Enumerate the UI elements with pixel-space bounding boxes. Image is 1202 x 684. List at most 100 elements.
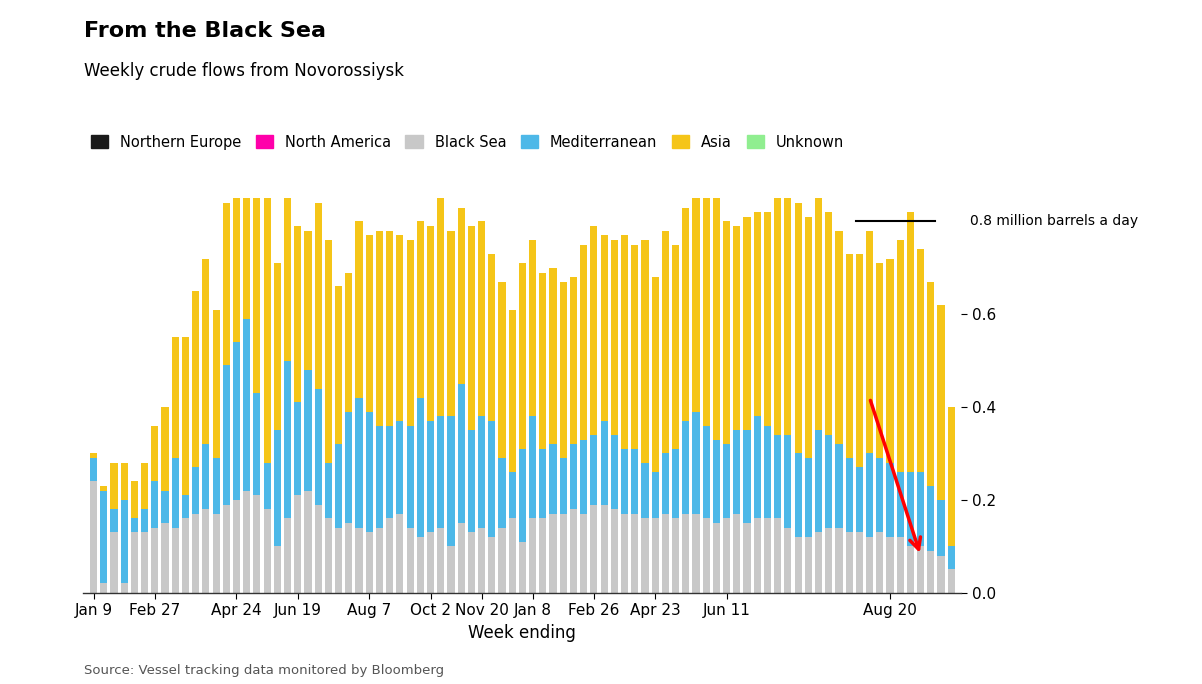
Bar (365, 412, 373, 532)
Bar (713, 523, 720, 592)
Bar (642, 240, 649, 463)
Bar (764, 425, 770, 518)
Bar (274, 263, 281, 430)
Bar (172, 337, 179, 458)
Bar (703, 425, 709, 518)
Bar (886, 537, 893, 592)
Bar (529, 518, 536, 592)
Bar (213, 310, 220, 458)
Text: From the Black Sea: From the Black Sea (84, 21, 326, 40)
Bar (549, 268, 557, 444)
Bar (406, 528, 413, 592)
Bar (938, 305, 945, 500)
Bar (651, 518, 659, 592)
Bar (499, 528, 506, 592)
Bar (897, 472, 904, 537)
Bar (764, 518, 770, 592)
Bar (376, 231, 383, 425)
Bar (906, 212, 914, 472)
Bar (274, 547, 281, 592)
Bar (886, 259, 893, 463)
Bar (192, 467, 200, 514)
Bar (683, 421, 690, 514)
Bar (825, 435, 832, 528)
Bar (397, 514, 404, 592)
Bar (856, 467, 863, 532)
Bar (570, 509, 577, 592)
Bar (141, 509, 148, 532)
Bar (703, 518, 709, 592)
Bar (151, 528, 159, 592)
Bar (590, 226, 597, 435)
Bar (642, 518, 649, 592)
Bar (692, 514, 700, 592)
Bar (131, 532, 138, 592)
Bar (111, 509, 118, 532)
Bar (733, 430, 740, 514)
Bar (845, 254, 852, 458)
Bar (478, 528, 486, 592)
Bar (876, 532, 883, 592)
Bar (172, 528, 179, 592)
Bar (508, 472, 516, 518)
Bar (468, 226, 475, 430)
Bar (417, 398, 424, 537)
Bar (845, 532, 852, 592)
Bar (202, 444, 209, 509)
Bar (284, 185, 291, 360)
Bar (917, 547, 924, 592)
Bar (856, 254, 863, 467)
Bar (785, 435, 791, 528)
Bar (438, 161, 445, 417)
Bar (386, 231, 393, 425)
Bar (111, 532, 118, 592)
Bar (876, 263, 883, 458)
Bar (754, 518, 761, 592)
Bar (284, 518, 291, 592)
Bar (744, 217, 750, 430)
Bar (304, 370, 311, 490)
Bar (284, 360, 291, 518)
Legend: Northern Europe, North America, Black Sea, Mediterranean, Asia, Unknown: Northern Europe, North America, Black Se… (90, 135, 844, 150)
Bar (865, 537, 873, 592)
Bar (111, 463, 118, 509)
Bar (356, 528, 363, 592)
Bar (519, 263, 526, 449)
Bar (540, 272, 547, 449)
Bar (631, 245, 638, 449)
Bar (100, 490, 107, 583)
Bar (202, 259, 209, 444)
Bar (662, 231, 670, 453)
Bar (724, 444, 730, 518)
Text: 0.8 million barrels a day: 0.8 million barrels a day (970, 215, 1138, 228)
Bar (304, 231, 311, 370)
Bar (927, 486, 934, 551)
Bar (192, 514, 200, 592)
Bar (100, 486, 107, 490)
Bar (581, 440, 588, 514)
Bar (386, 425, 393, 518)
Bar (345, 412, 352, 523)
Bar (733, 226, 740, 430)
Bar (703, 194, 709, 425)
Bar (233, 342, 240, 500)
Bar (365, 532, 373, 592)
Bar (468, 532, 475, 592)
Bar (141, 463, 148, 509)
Bar (601, 421, 608, 505)
Bar (785, 528, 791, 592)
Bar (672, 245, 679, 449)
Bar (662, 514, 670, 592)
Bar (90, 458, 97, 482)
Bar (835, 231, 843, 444)
Bar (692, 412, 700, 514)
Bar (865, 231, 873, 453)
Bar (488, 537, 495, 592)
Bar (325, 518, 332, 592)
Bar (581, 514, 588, 592)
Bar (192, 291, 200, 467)
Bar (631, 449, 638, 514)
Bar (499, 458, 506, 528)
Bar (560, 282, 567, 458)
Bar (549, 444, 557, 514)
